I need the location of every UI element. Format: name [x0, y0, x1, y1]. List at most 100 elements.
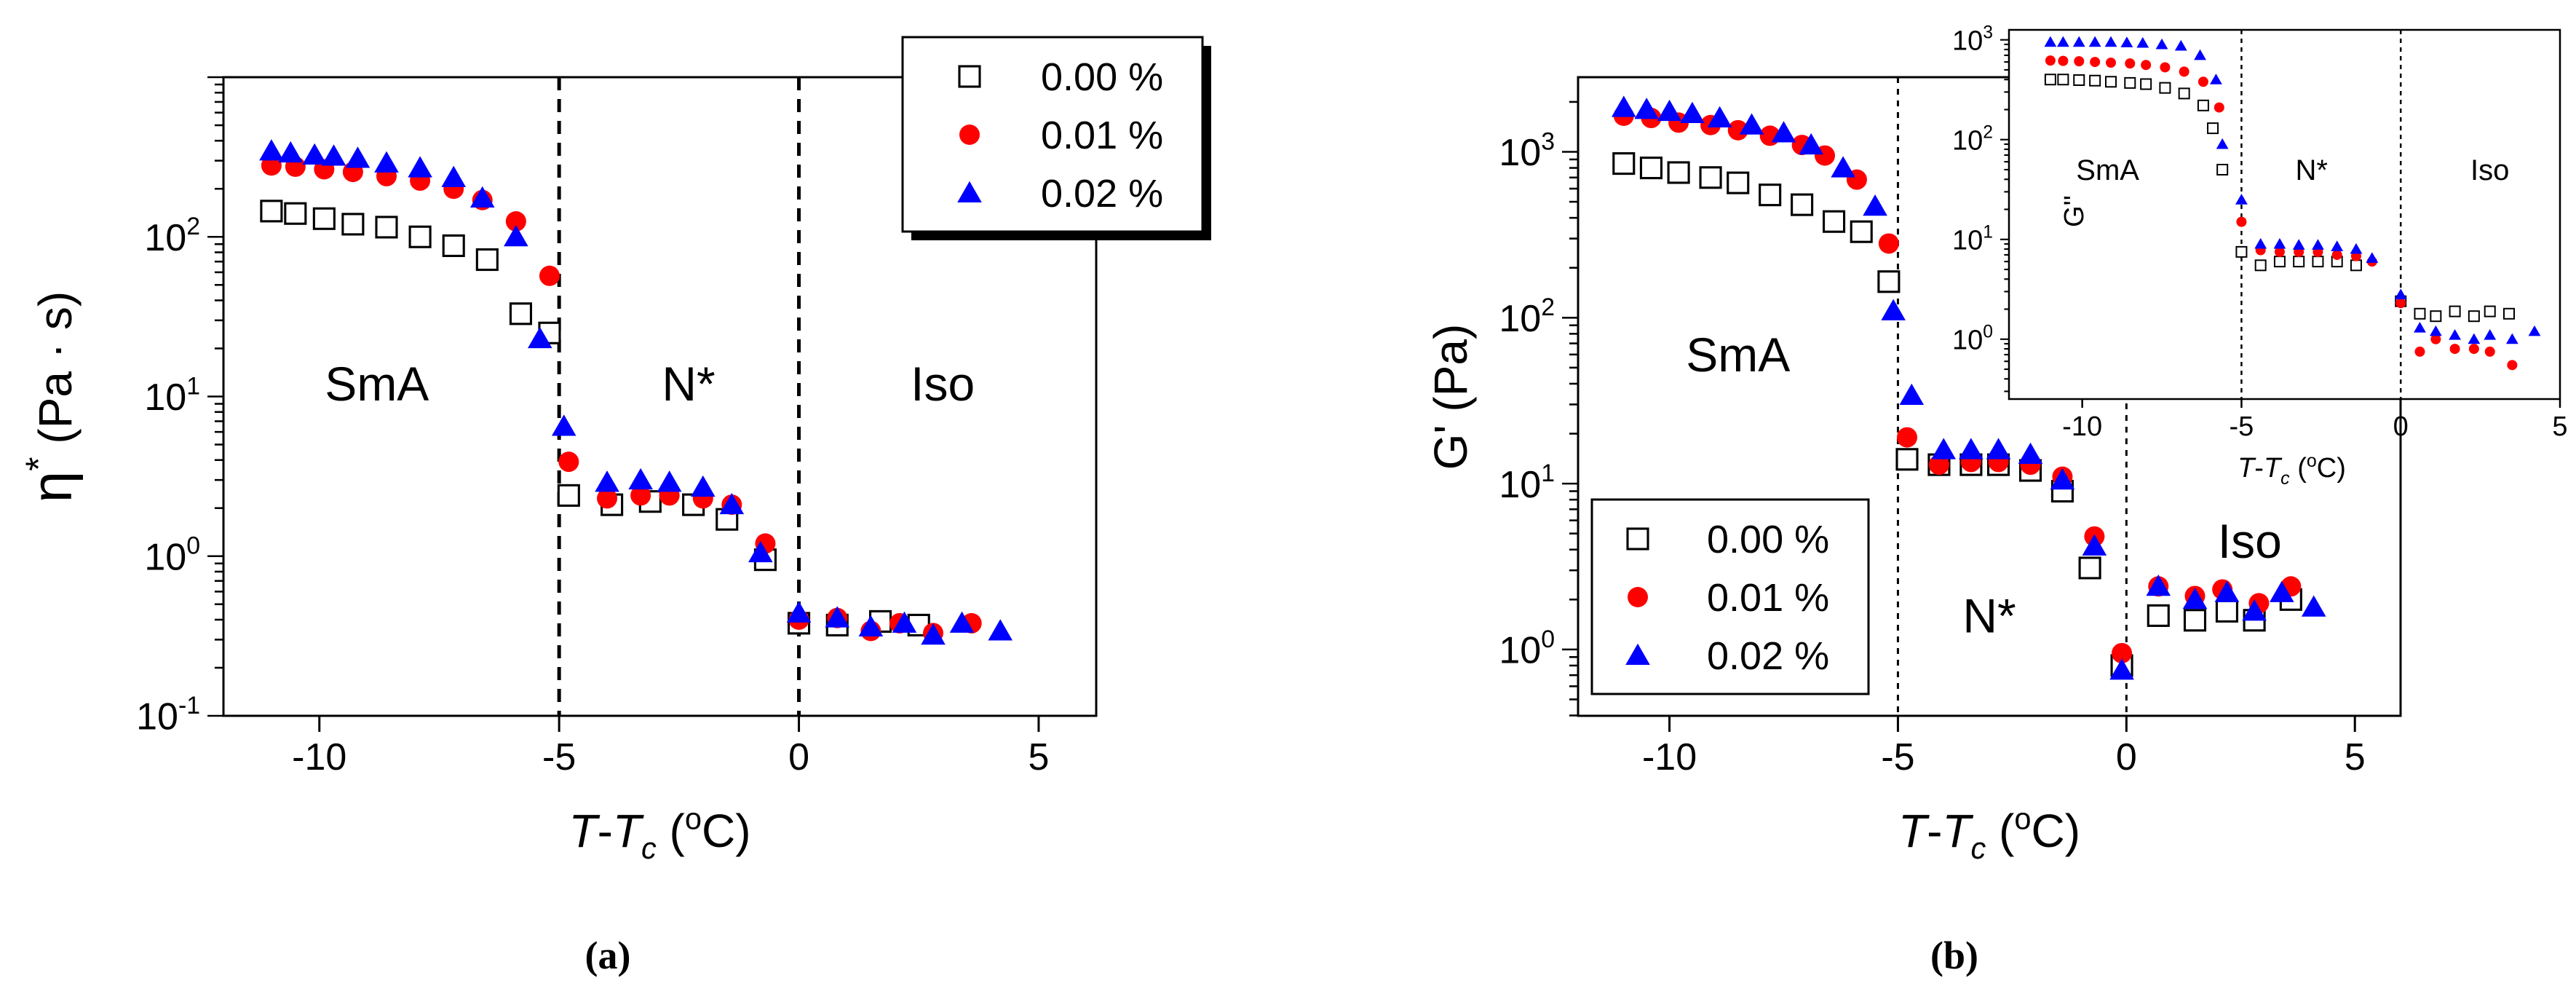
x-axis-title: T-Tc (oC) [1898, 802, 2080, 865]
data-point [504, 225, 528, 247]
data-point [949, 611, 975, 633]
x-axis-title-part: C) [2032, 805, 2081, 857]
x-axis-title-part: C) [702, 805, 751, 857]
data-point [505, 211, 526, 232]
data-point [1877, 270, 1901, 293]
data-point [1986, 438, 2011, 459]
data-point [260, 200, 283, 223]
data-point [2449, 305, 2461, 317]
x-tick-label: 0 [788, 736, 809, 778]
y-tick-label-base: 10 [144, 376, 186, 419]
y-tick-label-base: 10 [1499, 298, 1541, 340]
x-axis-title-part: ( [1986, 805, 2014, 857]
data-point [341, 213, 365, 236]
data-point [1928, 454, 1949, 476]
data-point [278, 141, 304, 163]
data-point [2312, 256, 2324, 268]
data-point [786, 601, 812, 623]
data-point [1899, 383, 1925, 406]
data-point [375, 216, 398, 239]
caption-a: (a) [585, 934, 631, 977]
data-point [1791, 193, 1814, 216]
y-tick-label-exp: -1 [178, 692, 200, 719]
data-point [2174, 39, 2187, 51]
data-point [825, 606, 850, 628]
data-point [1699, 166, 1722, 189]
phase-label: Iso [2470, 154, 2509, 186]
y-tick-label-base: 10 [1499, 464, 1541, 506]
data-point [2090, 57, 2101, 68]
data-point [2273, 256, 2286, 268]
legend-marker [1626, 527, 1649, 551]
data-point [1759, 184, 1782, 207]
data-point [469, 186, 495, 208]
x-tick-label: 5 [2552, 411, 2567, 442]
data-point [2088, 36, 2101, 47]
data-point [509, 302, 533, 326]
data-point [2235, 245, 2248, 258]
data-point [2468, 344, 2479, 355]
data-point [2269, 580, 2294, 602]
y-tick-label-base: 10 [136, 696, 178, 738]
y-tick-label-base: 10 [1952, 325, 1983, 355]
data-point [2109, 658, 2134, 680]
y-tick-label-exp: 1 [186, 372, 200, 400]
x-tick-label: -10 [292, 736, 346, 778]
inset-x-axis-title-part: C) [2317, 453, 2346, 484]
data-point [551, 414, 576, 436]
data-point [2507, 360, 2518, 371]
x-tick-label: -5 [1881, 736, 1914, 778]
legend-marker [1625, 643, 1650, 665]
legend-label: 0.01 % [1041, 114, 1163, 157]
legend-marker [957, 181, 982, 202]
data-point [988, 619, 1013, 641]
legends-and-inset: 0.00 %0.01 %0.02 %0.00 %0.01 %0.02 %-10-… [901, 23, 2568, 695]
data-point [1878, 233, 1899, 254]
y-tick-label: 102 [1952, 122, 1993, 156]
data-point [2293, 256, 2305, 268]
data-point [2350, 242, 2363, 254]
data-point [657, 470, 682, 492]
data-point [2089, 74, 2101, 87]
data-point [2350, 259, 2362, 272]
y-tick-label-exp: 0 [1983, 323, 1993, 342]
data-point [2214, 102, 2224, 113]
y-tick-label: 103 [1952, 23, 1993, 56]
data-point [2141, 60, 2152, 71]
data-point [748, 540, 773, 563]
legend-marker [958, 65, 981, 88]
y-tick-label-exp: 0 [1541, 626, 1555, 653]
data-point [2178, 87, 2190, 100]
data-point [2078, 556, 2101, 580]
data-point [1881, 299, 1906, 320]
legend-label: 0.00 % [1041, 55, 1163, 99]
phase-label: Iso [911, 357, 975, 411]
data-point [557, 484, 580, 507]
data-point [2395, 298, 2406, 309]
data-point [2235, 194, 2248, 205]
x-axis-title-part: c [1970, 831, 1986, 865]
x-tick-label: 0 [2393, 411, 2409, 442]
x-axis-title-part: ( [657, 805, 685, 857]
data-point [719, 492, 745, 515]
y-tick-label-base: 10 [1499, 630, 1541, 672]
x-axis-title-part: o [685, 802, 702, 836]
y-tick-label-exp: 2 [1541, 293, 1555, 321]
inset-x-axis-title-part: c [2280, 468, 2290, 489]
legend-a: 0.00 % 0.01 % 0.02 % [901, 36, 1211, 240]
y-axis-title: η* (Pa · s) [18, 291, 84, 502]
data-point [408, 225, 432, 248]
data-point [1739, 113, 1764, 135]
data-point [539, 265, 560, 286]
inset-x-axis-title-part: - [2254, 453, 2264, 484]
inset-x-axis-title: T-Tc (oC) [2238, 451, 2346, 489]
x-axis-title-part: - [1927, 805, 1942, 857]
data-point [259, 139, 284, 161]
y-axis-title-part: * [18, 457, 59, 470]
y-tick-label-exp: 0 [186, 532, 200, 560]
data-point [2147, 604, 2170, 627]
data-point [2430, 334, 2441, 344]
data-point [2146, 575, 2171, 596]
data-point [558, 451, 579, 473]
data-point [2254, 259, 2267, 272]
